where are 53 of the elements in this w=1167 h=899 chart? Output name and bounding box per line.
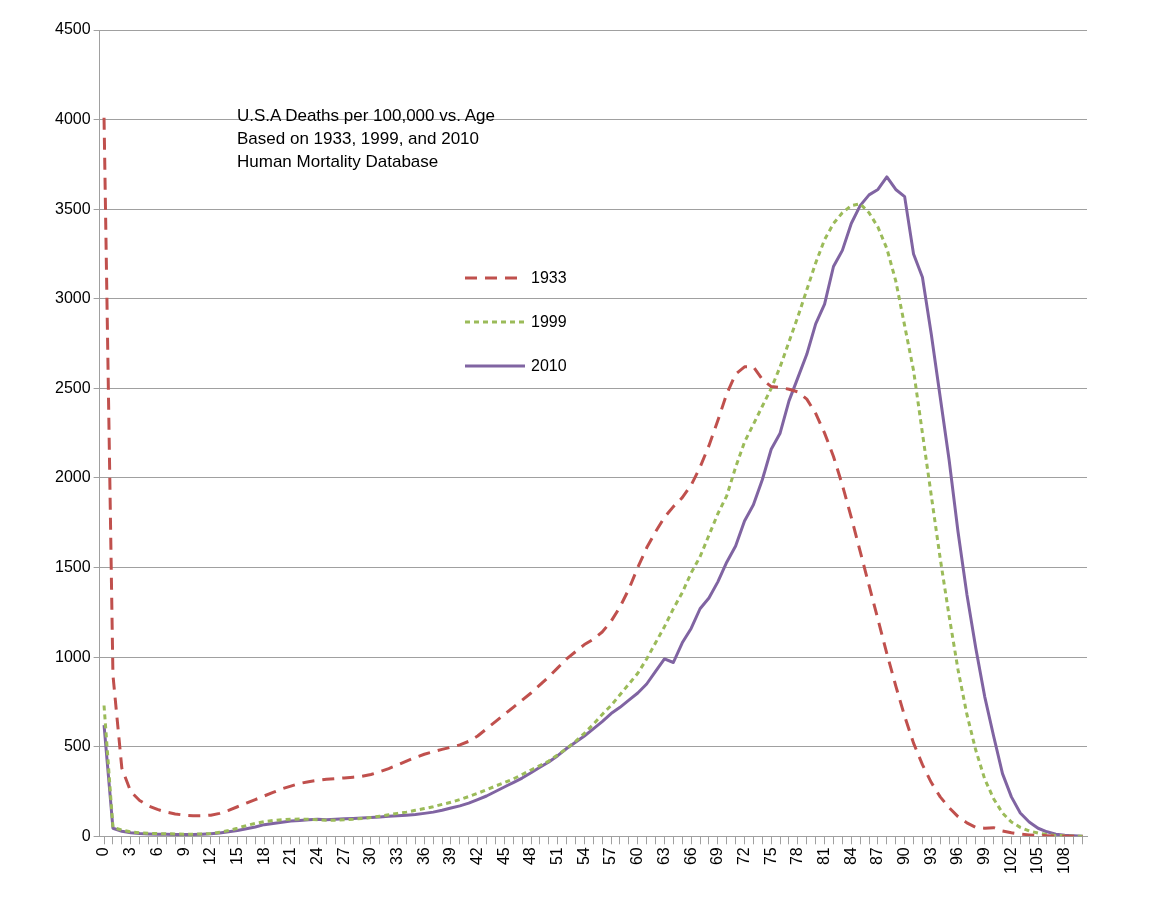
x-tick-label: 30 — [361, 847, 379, 866]
x-tick-label: 48 — [521, 847, 539, 866]
y-tick-label: 1500 — [55, 557, 91, 575]
y-tick-label: 2500 — [55, 378, 91, 396]
x-tick-label: 15 — [227, 847, 245, 866]
x-tick-label: 93 — [921, 847, 939, 866]
x-tick-label: 45 — [494, 847, 512, 866]
x-tick-label: 63 — [654, 847, 672, 866]
legend-label: 1933 — [531, 269, 567, 287]
x-tick-label: 18 — [254, 847, 272, 866]
x-tick-label: 12 — [201, 847, 219, 866]
x-tick-label: 54 — [574, 847, 592, 866]
y-tick-label: 3000 — [55, 289, 91, 307]
text: U.S.A Deaths per 100,000 vs. Age — [237, 105, 495, 127]
x-tick-label: 60 — [628, 847, 646, 866]
y-tick-label: 4500 — [55, 20, 91, 38]
x-tick-label: 99 — [975, 847, 993, 866]
x-tick-label: 102 — [1001, 847, 1019, 875]
x-tick-label: 105 — [1028, 847, 1046, 875]
x-tick-label: 90 — [895, 847, 913, 866]
x-tick-label: 36 — [414, 847, 432, 866]
x-tick-label: 81 — [814, 847, 832, 866]
x-tick-label: 39 — [441, 847, 459, 866]
text: Based on 1933, 1999, and 2010 — [237, 128, 480, 150]
x-tick-label: 57 — [601, 847, 619, 866]
x-tick-label: 78 — [788, 847, 806, 866]
y-tick-label: 0 — [81, 826, 91, 844]
y-tick-label: 2000 — [55, 468, 91, 486]
x-tick-label: 6 — [147, 847, 165, 857]
x-tick-label: 3 — [121, 847, 139, 857]
annotation: Human Mortality Database — [237, 151, 440, 173]
legend-label: 1999 — [531, 313, 567, 331]
x-tick-label: 69 — [708, 847, 726, 866]
x-tick-label: 72 — [734, 847, 752, 866]
y-tick-label: 500 — [63, 737, 91, 755]
x-tick-label: 84 — [841, 847, 859, 866]
y-tick-label: 4000 — [55, 110, 91, 127]
x-tick-label: 87 — [868, 847, 886, 866]
x-tick-label: 21 — [281, 847, 299, 866]
y-tick-label: 1000 — [55, 647, 91, 665]
x-tick-label: 66 — [681, 847, 699, 866]
x-tick-label: 75 — [761, 847, 779, 866]
x-tick-label: 42 — [468, 847, 486, 866]
x-tick-label: 9 — [174, 847, 192, 857]
x-tick-label: 51 — [548, 847, 566, 866]
y-tick-label: 3500 — [55, 199, 91, 217]
x-tick-label: 24 — [307, 847, 325, 866]
x-tick-label: 108 — [1055, 847, 1073, 875]
x-tick-label: 0 — [94, 847, 112, 857]
x-tick-label: 33 — [388, 847, 405, 866]
x-tick-label: 27 — [334, 847, 352, 866]
legend-label: 2010 — [531, 357, 567, 375]
x-tick-label: 96 — [948, 847, 966, 866]
